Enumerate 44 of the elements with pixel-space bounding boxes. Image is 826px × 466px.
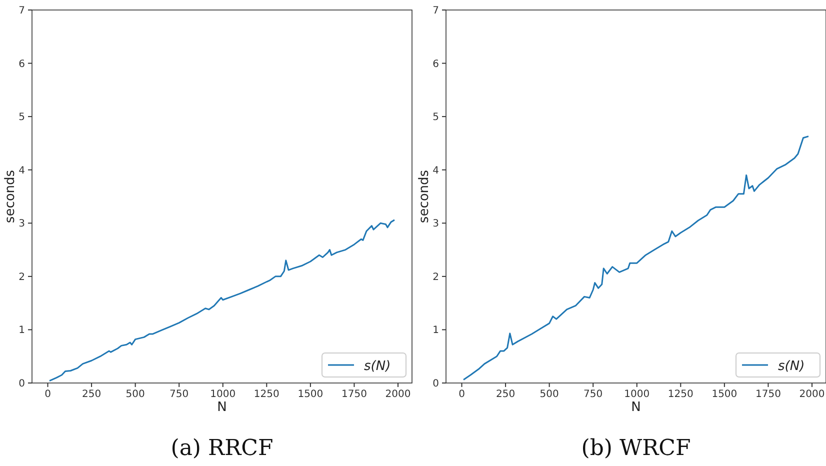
y-tick-label: 1 bbox=[18, 325, 25, 336]
y-axis-title: seconds bbox=[417, 170, 432, 224]
x-tick-label: 1750 bbox=[341, 389, 367, 400]
y-tick-label: 3 bbox=[432, 218, 439, 230]
y-tick-label: 1 bbox=[432, 325, 439, 336]
line-series bbox=[48, 219, 396, 382]
x-tick-label: 750 bbox=[584, 389, 603, 400]
x-tick-label: 2000 bbox=[799, 389, 825, 400]
x-tick-label: 1250 bbox=[254, 389, 280, 400]
x-tick-label: 500 bbox=[126, 389, 145, 400]
x-tick-label: 2000 bbox=[385, 389, 411, 400]
legend-label: s(N) bbox=[778, 359, 805, 374]
line-series bbox=[462, 136, 810, 381]
y-tick-label: 5 bbox=[432, 112, 439, 124]
y-tick-label: 6 bbox=[18, 58, 25, 70]
y-tick-label: 2 bbox=[18, 272, 25, 283]
x-tick-label: 0 bbox=[458, 389, 465, 400]
x-axis-title: N bbox=[631, 400, 641, 415]
y-tick-label: 7 bbox=[432, 6, 439, 16]
x-tick-label: 250 bbox=[82, 389, 102, 400]
x-tick-label: 1000 bbox=[210, 389, 236, 400]
x-tick-label: 1250 bbox=[668, 389, 694, 400]
x-tick-label: 250 bbox=[496, 389, 516, 400]
y-tick-label: 0 bbox=[18, 378, 25, 390]
y-tick-label: 0 bbox=[432, 378, 439, 390]
y-tick-label: 6 bbox=[432, 58, 439, 70]
x-tick-label: 500 bbox=[540, 389, 559, 400]
y-tick-label: 5 bbox=[18, 112, 25, 124]
text: (b) WRCF bbox=[581, 436, 691, 461]
x-tick-label: 0 bbox=[44, 389, 51, 400]
y-tick-label: 4 bbox=[432, 165, 439, 176]
text: (a) RRCF bbox=[170, 436, 274, 461]
x-axis-title: N bbox=[217, 400, 227, 415]
x-tick-label: 1500 bbox=[712, 389, 738, 400]
x-tick-label: 1750 bbox=[755, 389, 781, 400]
legend-label: s(N) bbox=[364, 359, 391, 374]
y-tick-label: 2 bbox=[432, 272, 439, 283]
y-tick-label: 7 bbox=[18, 6, 25, 16]
y-tick-label: 4 bbox=[18, 165, 25, 176]
x-tick-label: 750 bbox=[170, 389, 189, 400]
y-tick-label: 3 bbox=[18, 218, 25, 230]
x-tick-label: 1500 bbox=[298, 389, 324, 400]
x-tick-label: 1000 bbox=[624, 389, 650, 400]
y-axis-title: seconds bbox=[3, 170, 18, 224]
